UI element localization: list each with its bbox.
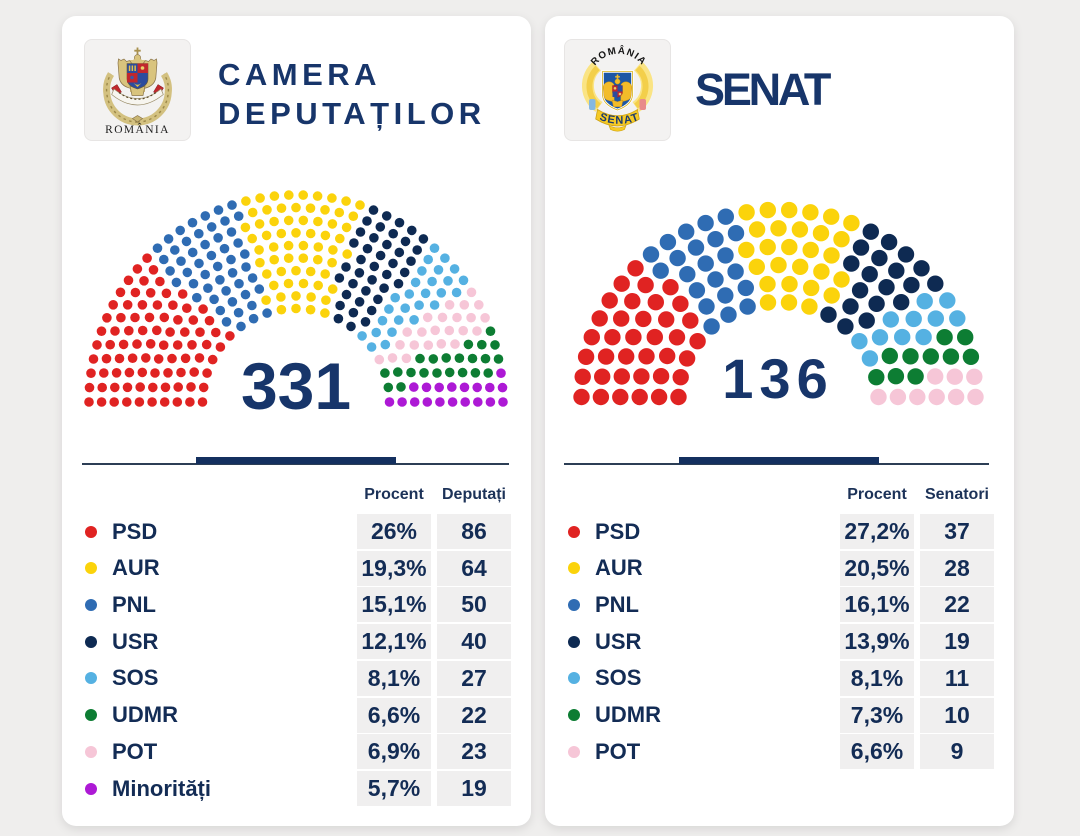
svg-text:ROMÂNIA: ROMÂNIA	[589, 45, 649, 68]
svg-text:SENAT: SENAT	[598, 111, 641, 127]
svg-text:ROMÂNIA: ROMÂNIA	[105, 122, 170, 136]
